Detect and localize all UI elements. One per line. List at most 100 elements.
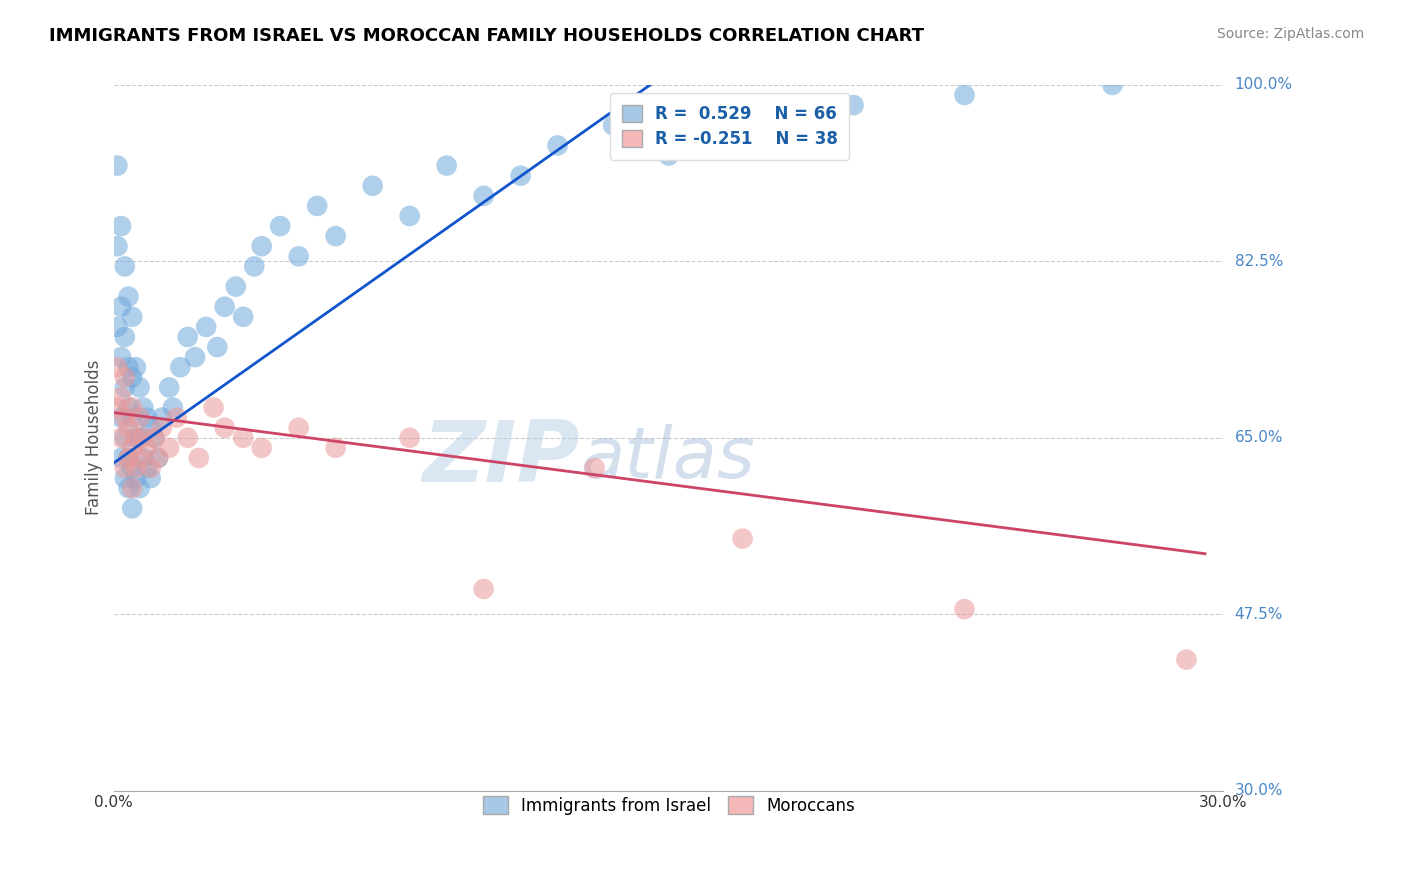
Text: 65.0%: 65.0% — [1234, 430, 1284, 445]
Point — [114, 410, 136, 425]
Point — [162, 401, 184, 415]
Point — [583, 461, 606, 475]
Point — [128, 450, 150, 465]
Point — [398, 431, 420, 445]
Point — [953, 602, 976, 616]
Point — [110, 391, 132, 405]
Legend: Immigrants from Israel, Moroccans: Immigrants from Israel, Moroccans — [472, 787, 865, 824]
Text: IMMIGRANTS FROM ISRAEL VS MOROCCAN FAMILY HOUSEHOLDS CORRELATION CHART: IMMIGRANTS FROM ISRAEL VS MOROCCAN FAMIL… — [49, 27, 924, 45]
Point — [1175, 652, 1198, 666]
Point — [731, 532, 754, 546]
Point — [325, 441, 347, 455]
Text: 82.5%: 82.5% — [1234, 254, 1282, 268]
Text: ZIP: ZIP — [422, 417, 579, 500]
Point — [107, 239, 129, 253]
Point — [121, 481, 143, 495]
Point — [114, 461, 136, 475]
Point — [472, 189, 495, 203]
Point — [139, 420, 162, 434]
Point — [114, 260, 136, 274]
Point — [117, 420, 139, 434]
Point — [150, 410, 173, 425]
Point — [107, 159, 129, 173]
Point — [117, 401, 139, 415]
Point — [125, 431, 148, 445]
Point — [269, 219, 291, 233]
Point — [121, 441, 143, 455]
Point — [157, 441, 180, 455]
Point — [243, 260, 266, 274]
Point — [325, 229, 347, 244]
Point — [207, 340, 229, 354]
Point — [121, 461, 143, 475]
Point — [117, 360, 139, 375]
Text: 100.0%: 100.0% — [1234, 78, 1292, 93]
Point — [602, 118, 624, 132]
Point — [547, 138, 569, 153]
Point — [125, 360, 148, 375]
Point — [117, 290, 139, 304]
Point — [136, 410, 159, 425]
Point — [117, 450, 139, 465]
Point — [150, 420, 173, 434]
Point — [250, 441, 273, 455]
Point — [121, 310, 143, 324]
Point — [143, 431, 166, 445]
Point — [110, 350, 132, 364]
Point — [110, 300, 132, 314]
Point — [195, 319, 218, 334]
Point — [184, 350, 207, 364]
Point — [136, 461, 159, 475]
Point — [176, 431, 198, 445]
Point — [114, 330, 136, 344]
Point — [166, 410, 188, 425]
Point — [398, 209, 420, 223]
Point — [125, 471, 148, 485]
Point — [128, 481, 150, 495]
Point — [1101, 78, 1123, 92]
Point — [139, 461, 162, 475]
Point — [110, 410, 132, 425]
Point — [132, 401, 155, 415]
Point — [287, 249, 309, 263]
Point — [842, 98, 865, 112]
Point — [121, 410, 143, 425]
Point — [658, 148, 681, 162]
Point — [146, 450, 169, 465]
Point — [128, 410, 150, 425]
Point — [953, 88, 976, 103]
Text: atlas: atlas — [579, 425, 755, 493]
Point — [125, 461, 148, 475]
Point — [132, 431, 155, 445]
Point — [128, 431, 150, 445]
Point — [117, 481, 139, 495]
Point — [110, 431, 132, 445]
Point — [125, 431, 148, 445]
Point — [472, 582, 495, 596]
Point — [214, 300, 236, 314]
Text: 30.0%: 30.0% — [1234, 783, 1284, 798]
Point — [110, 219, 132, 233]
Point — [731, 108, 754, 122]
Point — [107, 360, 129, 375]
Point — [225, 279, 247, 293]
Point — [307, 199, 329, 213]
Point — [169, 360, 191, 375]
Point — [128, 380, 150, 394]
Point — [250, 239, 273, 253]
Point — [139, 471, 162, 485]
Point — [436, 159, 458, 173]
Point — [117, 450, 139, 465]
Point — [232, 431, 254, 445]
Point — [232, 310, 254, 324]
Point — [146, 450, 169, 465]
Point — [121, 401, 143, 415]
Point — [187, 450, 209, 465]
Point — [176, 330, 198, 344]
Point — [114, 431, 136, 445]
Point — [107, 319, 129, 334]
Point — [361, 178, 384, 193]
Point — [114, 471, 136, 485]
Point — [114, 380, 136, 394]
Point — [110, 450, 132, 465]
